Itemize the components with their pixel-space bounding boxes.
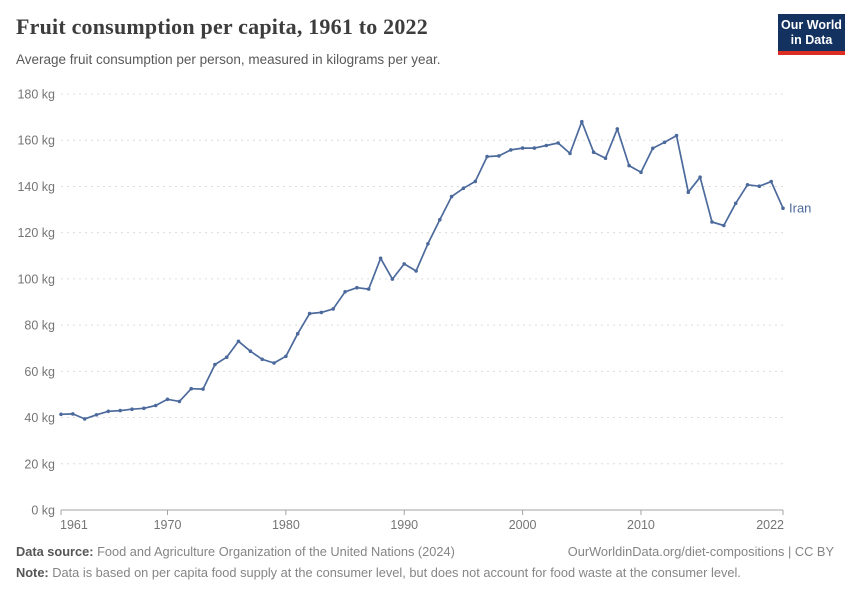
data-point [745, 183, 750, 187]
data-point [461, 186, 466, 191]
data-point [94, 413, 99, 417]
chart-subtitle: Average fruit consumption per person, me… [16, 52, 441, 67]
data-point [189, 386, 193, 391]
data-point [201, 387, 205, 391]
data-point [319, 310, 324, 315]
data-point [284, 354, 288, 359]
data-point [414, 269, 418, 273]
data-point [378, 256, 383, 261]
note-text: Note: Data is based on per capita food s… [16, 565, 834, 580]
data-point [556, 141, 560, 145]
data-point [106, 409, 111, 414]
data-point [733, 201, 738, 206]
data-point [224, 355, 229, 360]
y-tick-label: 20 kg [24, 457, 55, 471]
data-point [627, 163, 631, 168]
data-point [295, 331, 300, 336]
x-tick-label: 1990 [390, 518, 418, 532]
data-point [118, 408, 122, 413]
data-point [355, 285, 359, 290]
chart-title: Fruit consumption per capita, 1961 to 20… [16, 14, 428, 39]
x-tick-label: 1980 [272, 518, 300, 532]
data-point [662, 140, 667, 145]
data-point [591, 150, 596, 154]
chart-footer: Data source: Food and Agriculture Organi… [16, 544, 834, 580]
data-point [781, 206, 785, 210]
y-tick-label: 100 kg [17, 272, 55, 286]
data-point [473, 179, 478, 184]
data-point [757, 184, 762, 188]
x-tick-label: 2010 [627, 518, 655, 532]
data-point [331, 307, 336, 311]
y-tick-label: 40 kg [24, 411, 55, 425]
data-point [769, 179, 773, 184]
y-tick-label: 180 kg [17, 88, 55, 102]
data-point [686, 190, 691, 194]
data-point [82, 417, 87, 421]
note-value: Data is based on per capita food supply … [48, 565, 741, 580]
data-point [485, 154, 489, 159]
data-point [177, 399, 182, 404]
data-point [710, 220, 714, 224]
data-series-line [60, 120, 784, 420]
owid-url-link[interactable]: OurWorldinData.org/diet-compositions | C… [567, 544, 834, 559]
owid-logo-line2: in Data [790, 33, 833, 47]
data-point [698, 175, 702, 179]
data-point [153, 403, 158, 408]
data-point [402, 262, 407, 266]
y-tick-label: 160 kg [17, 134, 55, 148]
data-point [580, 119, 584, 124]
data-point [236, 339, 241, 344]
series-end-label[interactable]: Iran [789, 201, 811, 216]
data-point [165, 397, 170, 402]
data-point [568, 151, 572, 156]
y-tick-label: 80 kg [24, 319, 55, 333]
data-point [544, 143, 549, 148]
x-tick-label: 2022 [756, 518, 784, 532]
data-point [532, 146, 537, 150]
data-point [449, 194, 454, 199]
data-source-label: Data source: [16, 544, 94, 559]
owid-logo: Our World in Data [778, 14, 845, 55]
data-point [142, 406, 146, 411]
data-source-value: Food and Agriculture Organization of the… [93, 544, 455, 559]
data-point [213, 362, 217, 367]
data-point [59, 412, 63, 417]
data-point [130, 407, 134, 412]
owid-logo-line1: Our World [781, 18, 842, 32]
data-point [260, 357, 265, 362]
line-chart-plot: 0 kg 20 kg 40 kg 60 kg 80 kg 100 kg 120 kg 140 … [17, 88, 811, 533]
data-point [497, 154, 501, 158]
data-point [343, 290, 347, 294]
data-source-text: Data source: Food and Agriculture Organi… [16, 544, 455, 559]
chart-header: Fruit consumption per capita, 1961 to 20… [16, 14, 756, 67]
data-point [272, 361, 276, 365]
data-point [390, 277, 395, 281]
data-point [509, 148, 513, 152]
data-point [307, 311, 312, 316]
x-tick-label: 2000 [509, 518, 537, 532]
data-point [615, 127, 620, 131]
y-tick-label: 0 kg [31, 504, 55, 518]
data-point [651, 146, 655, 151]
data-point [674, 133, 679, 138]
data-point [722, 223, 726, 228]
data-point [438, 217, 442, 222]
x-tick-label: 1970 [154, 518, 182, 532]
data-point [426, 242, 430, 246]
data-point [639, 170, 643, 175]
data-point [520, 146, 525, 150]
y-tick-label: 60 kg [24, 365, 55, 379]
data-point [248, 349, 253, 354]
y-tick-label: 120 kg [17, 226, 55, 240]
data-point [366, 287, 371, 291]
data-point [603, 156, 608, 160]
y-tick-label: 140 kg [17, 180, 55, 194]
x-tick-label: 1961 [60, 518, 88, 532]
note-label: Note: [16, 565, 49, 580]
data-point [71, 412, 75, 416]
